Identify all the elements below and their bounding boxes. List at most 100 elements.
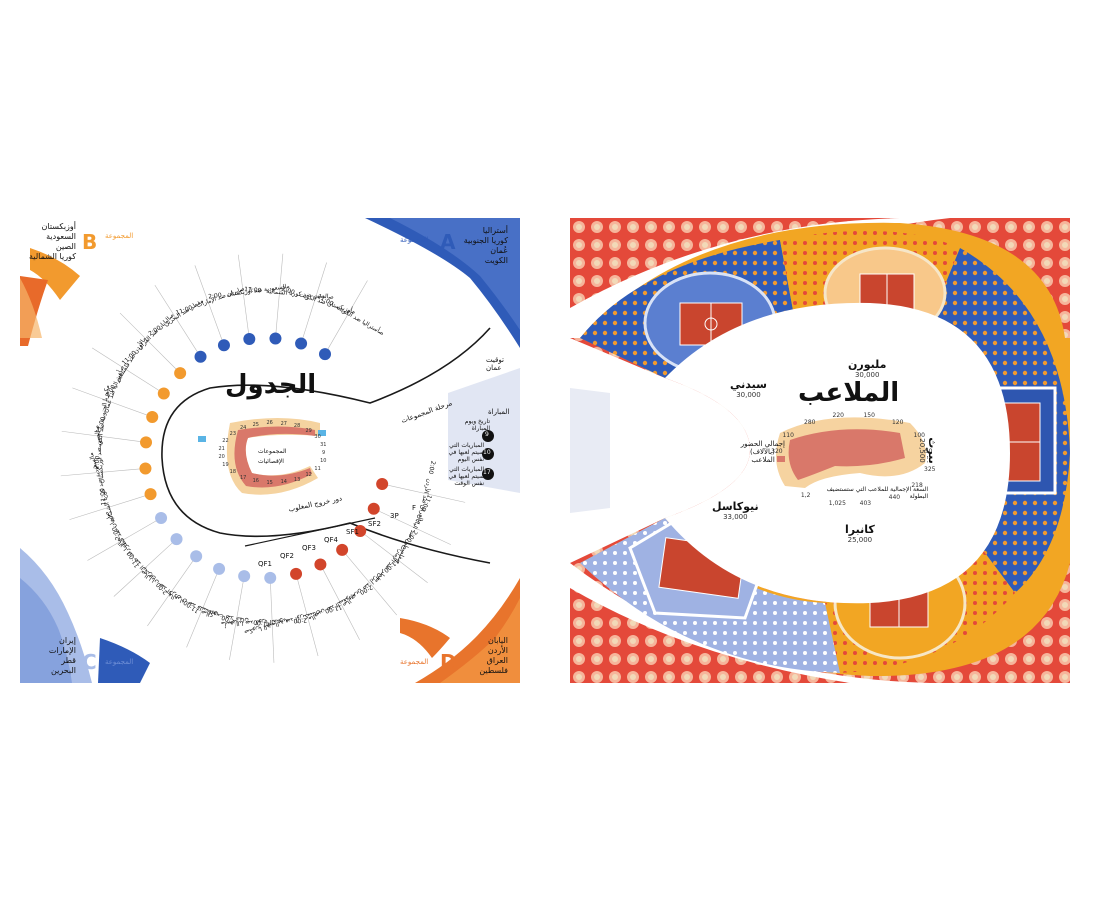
ring-number: 220 — [832, 411, 844, 419]
knockout-label: SF1 — [346, 528, 359, 536]
legend-attendance-label: إجمالي الحضور (بالآلاف) — [740, 440, 785, 456]
venue-canberra-name: كانبرا — [845, 523, 875, 536]
group-b-team-2: السعودية — [46, 232, 76, 241]
match-spoke — [373, 508, 451, 545]
group-d-team-3: العراق — [486, 656, 508, 665]
legend-stadiums-label: الملاعب — [751, 456, 775, 464]
ring-number: 1,2 — [800, 491, 811, 499]
venue-sydney-name: سيدني — [730, 378, 767, 391]
group-c-label: إيران الإمارات قطر البحرين — [28, 636, 76, 676]
group-b-label: أوزبكستان السعودية الصين كوريا الشمالية — [28, 222, 76, 262]
mini-chart-number: 16 — [252, 478, 259, 485]
mini-chart-number: 21 — [218, 445, 225, 452]
legend-item-same-day: المباريات التي سيتم لعبها في نفس اليوم — [448, 442, 484, 463]
group-b-heading: المجموعة — [105, 232, 134, 240]
group-c-corner — [20, 548, 150, 683]
mini-chart-number: 14 — [280, 479, 287, 486]
legend-title: المباراة — [488, 408, 510, 416]
legend-stadiums: الملاعب — [715, 456, 785, 464]
match-spoke — [147, 556, 197, 627]
venue-melbourne-name: ملبورن — [848, 358, 887, 371]
ring-number: 150 — [863, 411, 875, 419]
match-date-marker — [140, 436, 153, 449]
match-markers — [60, 253, 466, 663]
mini-chart-number: 13 — [293, 476, 301, 483]
mini-chart-number: 20 — [218, 454, 225, 461]
group-c-heading: المجموعة — [105, 658, 134, 666]
match-spoke — [382, 483, 466, 503]
legend-item-date: تاريخ ويوم المباراة — [464, 418, 490, 432]
match-date-marker — [314, 558, 327, 571]
legend-sample-2: 10 — [483, 449, 491, 456]
venue-newcastle-name: نيوكاسل — [712, 500, 759, 513]
knockout-label: QF3 — [302, 544, 316, 552]
stadiums-caption: السعة الإجمالية للملاعب التي ستستضيف الب… — [826, 486, 928, 500]
group-d-label: اليابان الأردن العراق فلسطين — [479, 636, 508, 676]
mini-chart-label-groups: المجموعات — [258, 448, 287, 455]
match-spoke — [300, 262, 327, 344]
venue-melbourne-capacity: 30,000 — [854, 371, 880, 379]
group-a-label: أستراليا كوريا الجنوبية عُمان الكويت — [464, 226, 508, 266]
match-date-marker — [174, 367, 187, 380]
schedule-title: الجدول — [225, 370, 317, 400]
match-spoke — [360, 530, 428, 584]
schedule-graphic — [20, 218, 520, 683]
group-d-corner — [400, 578, 520, 683]
ring-number: 50 — [924, 448, 933, 456]
match-spoke — [237, 254, 250, 340]
mini-chart-number: 27 — [280, 420, 287, 427]
match-date-marker — [144, 488, 157, 501]
match-date-marker — [376, 477, 389, 490]
match-date-marker — [319, 348, 331, 361]
match-spoke — [229, 576, 245, 660]
match-spoke — [295, 573, 319, 657]
group-a-corner — [365, 218, 520, 348]
mini-chart-number: 12 — [305, 471, 312, 478]
venue-newcastle-capacity: 33,000 — [723, 513, 748, 521]
match-spoke — [69, 493, 151, 520]
mini-chart-number: 31 — [320, 441, 327, 448]
legend-attendance: إجمالي الحضور (بالآلاف) — [715, 440, 785, 456]
group-b-letter: B — [82, 230, 98, 254]
mini-chart-number: 22 — [222, 438, 229, 445]
group-d-letter: D — [440, 650, 457, 674]
group-c-letter: C — [82, 650, 97, 674]
match-date-marker — [190, 550, 203, 563]
ring-number: 100 — [913, 431, 925, 439]
group-d-heading: المجموعة — [400, 658, 429, 666]
legend-sample-1: 9 — [485, 431, 489, 438]
match-spoke — [186, 568, 220, 648]
match-date-marker — [194, 350, 207, 363]
mini-chart-number: 28 — [293, 423, 301, 430]
group-b-team-4: كوريا الشمالية — [28, 252, 76, 261]
legend-item-same-time: المباريات التي سيتم لعبها في نفس الوقت — [448, 466, 484, 487]
ring-number: 403 — [859, 500, 872, 508]
mini-chart-number: 26 — [266, 420, 273, 427]
mini-chart-number: 23 — [229, 431, 237, 438]
venue-canberra-capacity: 25,000 — [847, 536, 873, 544]
mini-chart-label-knockout: الإقصائيات — [258, 458, 284, 465]
match-date-marker — [217, 339, 230, 352]
match-spoke — [320, 564, 360, 640]
match-spoke — [269, 577, 275, 663]
venue-sydney-capacity: 30,000 — [736, 391, 761, 399]
match-date-marker — [336, 543, 349, 556]
mini-chart-number: 17 — [240, 474, 247, 481]
match-spoke — [91, 347, 164, 394]
group-c-team-2: الإمارات — [48, 646, 76, 655]
group-a-team-4: الكويت — [484, 256, 508, 265]
match-date-marker — [354, 525, 367, 538]
match-spoke — [194, 265, 225, 346]
mini-chart-number: 11 — [314, 465, 321, 472]
mini-chart-number: 10 — [320, 458, 327, 465]
group-a-team-2: كوريا الجنوبية — [463, 236, 508, 245]
group-d-team-4: فلسطين — [479, 666, 508, 675]
mini-chart-number: 19 — [222, 461, 229, 468]
group-a-team-3: عُمان — [490, 246, 508, 255]
match-date-marker — [295, 337, 308, 350]
group-d-team-2: الأردن — [487, 646, 508, 655]
group-c-team-1: إيران — [59, 636, 76, 645]
timezone-note: توقيت عمان — [486, 356, 504, 372]
ring-number: 320 — [771, 448, 783, 456]
ring-number: 440 — [888, 494, 901, 502]
